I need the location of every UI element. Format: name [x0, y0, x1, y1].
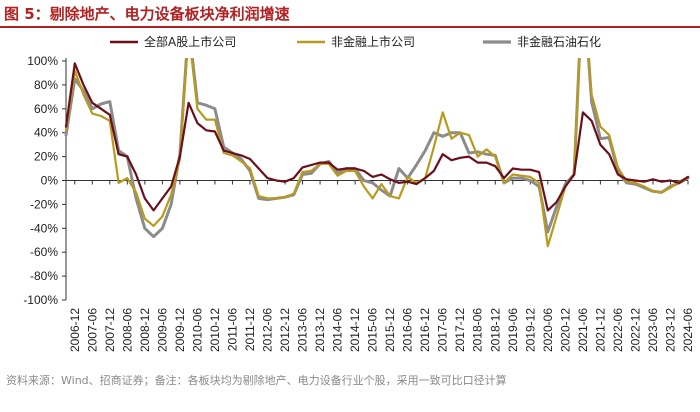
y-tick-label: -60%: [30, 245, 58, 259]
series-layer: [64, 58, 690, 248]
title-divider: [0, 26, 700, 28]
page-title: 图 5：剔除地产、电力设备板块净利润增速: [4, 5, 290, 23]
y-tick-label: 100%: [27, 54, 58, 68]
x-tick-label: 2017-06: [436, 308, 450, 352]
x-tick-label: 2013-06: [296, 308, 310, 352]
x-tick-label: 2015-06: [366, 308, 380, 352]
x-tick-label: 2018-06: [471, 308, 485, 352]
x-tick-label: 2014-12: [348, 308, 362, 352]
y-tick-label: -80%: [30, 269, 58, 283]
series-line-1: [64, 62, 690, 212]
x-tick-label: 2016-06: [401, 308, 415, 352]
x-tick-label: 2018-12: [488, 308, 502, 352]
x-tick-label: 2020-06: [541, 308, 555, 352]
y-tick-label: 20%: [34, 150, 58, 164]
x-tick-label: 2021-12: [593, 308, 607, 352]
legend-label: 非金融上市公司: [331, 34, 415, 49]
legend-item-2: 非金融上市公司: [297, 34, 415, 49]
y-tick-label: 40%: [34, 126, 58, 140]
x-tick-label: 2011-06: [225, 308, 239, 351]
x-tick-label: 2022-12: [628, 308, 642, 352]
x-tick-label: 2006-12: [68, 308, 82, 352]
x-tick-label: 2008-06: [120, 308, 134, 352]
x-tick-label: 2022-06: [611, 308, 625, 352]
y-tick-label: -40%: [30, 221, 58, 235]
x-tick-label: 2024-06: [681, 308, 695, 352]
legend-label: 非金融石油石化: [517, 34, 601, 49]
x-tick-label: 2008-12: [138, 308, 152, 352]
x-tick-label: 2007-12: [103, 308, 117, 352]
x-tick-label: 2021-06: [576, 308, 590, 352]
x-tick-label: 2011-12: [243, 308, 257, 351]
x-tick-label: 2009-06: [155, 308, 169, 352]
legend-label: 全部A股上市公司: [144, 34, 236, 49]
x-tick-label: 2007-06: [85, 308, 99, 352]
x-tick-label: 2010-12: [208, 308, 222, 352]
y-tick-label: -20%: [30, 197, 58, 211]
x-tick-label: 2019-12: [523, 308, 537, 352]
source-note: 资料来源：Wind、招商证券；备注：各板块均为剔除地产、电力设备行业个股，采用一…: [6, 374, 507, 387]
x-tick-label: 2015-12: [383, 308, 397, 352]
x-tick-label: 2016-12: [418, 308, 432, 352]
x-tick-label: 2017-12: [453, 308, 467, 352]
x-tick-label: 2012-12: [278, 308, 292, 352]
x-tick-label: 2019-06: [506, 308, 520, 352]
x-tick-label: 2010-06: [190, 308, 204, 352]
x-axis: 2006-12 2007-06 2007-12 2008-06 2008-12 2009-…: [66, 180, 695, 352]
series-line-3: [64, 58, 690, 239]
x-tick-label: 2009-12: [173, 308, 187, 352]
legend-item-3: 非金融石油石化: [483, 34, 601, 49]
x-tick-label: 2023-06: [646, 308, 660, 352]
x-tick-label: 2014-06: [331, 308, 345, 352]
x-tick-label: 2012-06: [260, 308, 274, 352]
x-tick-label: 2023-12: [663, 308, 677, 352]
y-axis: -100% -80% -60% -40% -20% 0% 20% 40% 60% 80% 100%: [23, 54, 67, 307]
series-line-2: [64, 58, 690, 248]
x-tick-label: 2013-12: [313, 308, 327, 352]
line-chart: 全部A股上市公司 非金融上市公司 非金融石油石化 -100% -80% -60% -40%…: [23, 34, 695, 352]
legend-item-1: 全部A股上市公司: [110, 34, 236, 49]
y-tick-label: -100%: [23, 293, 58, 307]
y-tick-label: 80%: [34, 78, 58, 92]
y-tick-label: 60%: [34, 102, 58, 116]
x-tick-label: 2020-12: [558, 308, 572, 352]
y-tick-label: 0%: [41, 174, 59, 188]
chart-legend: 全部A股上市公司 非金融上市公司 非金融石油石化: [110, 34, 601, 49]
